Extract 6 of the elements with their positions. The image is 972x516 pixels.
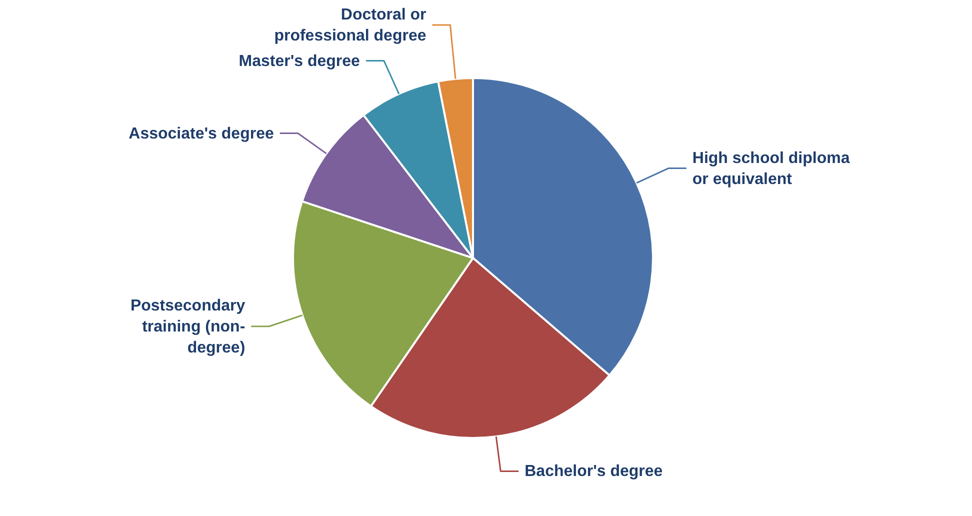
slice-label: Master's degree (238, 52, 360, 70)
slice-label: Associate's degree (128, 125, 274, 142)
slice-label: Doctoral or professional degree (274, 6, 426, 45)
slice-label: High school diploma or equivalent (692, 150, 850, 188)
slice-label: Postsecondary training (non-degree) (130, 297, 246, 356)
slice-label: Bachelor's degree (524, 463, 663, 480)
